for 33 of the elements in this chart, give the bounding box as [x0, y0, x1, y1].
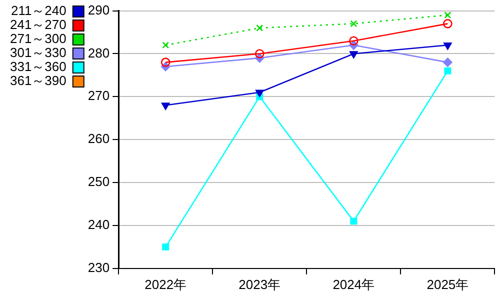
legend-label: 301～330	[10, 45, 66, 60]
x-tick-label: 2022年	[144, 276, 187, 292]
legend-label: 361～390	[10, 73, 66, 88]
legend-label: 211～240	[10, 3, 66, 18]
x-tick-label: 2024年	[332, 276, 375, 292]
point	[256, 90, 264, 98]
y-tick-label: 270	[88, 88, 110, 104]
point	[162, 243, 170, 250]
point	[350, 51, 358, 58]
y-tick-label: 280	[88, 45, 110, 60]
y-tick-label: 240	[88, 217, 110, 232]
y-tick-label: 260	[88, 131, 110, 146]
point	[444, 12, 452, 19]
y-tick-label: 250	[88, 174, 110, 190]
point	[350, 20, 358, 28]
point	[162, 42, 170, 49]
legend-label: 241～270	[10, 17, 66, 32]
x-tick-label: 2025年	[426, 276, 469, 292]
point	[444, 67, 452, 74]
legend-label: 271～300	[10, 31, 66, 46]
x-tick-label: 2023年	[238, 276, 281, 292]
point	[443, 58, 452, 67]
point	[350, 218, 358, 225]
point	[256, 24, 264, 32]
legend-label: 331～360	[10, 59, 66, 74]
point	[160, 58, 170, 67]
point	[443, 19, 452, 28]
point	[161, 102, 170, 110]
y-tick-label: 290	[88, 2, 110, 18]
y-tick-label: 230	[88, 260, 110, 275]
point	[254, 49, 264, 58]
point	[444, 42, 452, 50]
point	[349, 36, 358, 46]
